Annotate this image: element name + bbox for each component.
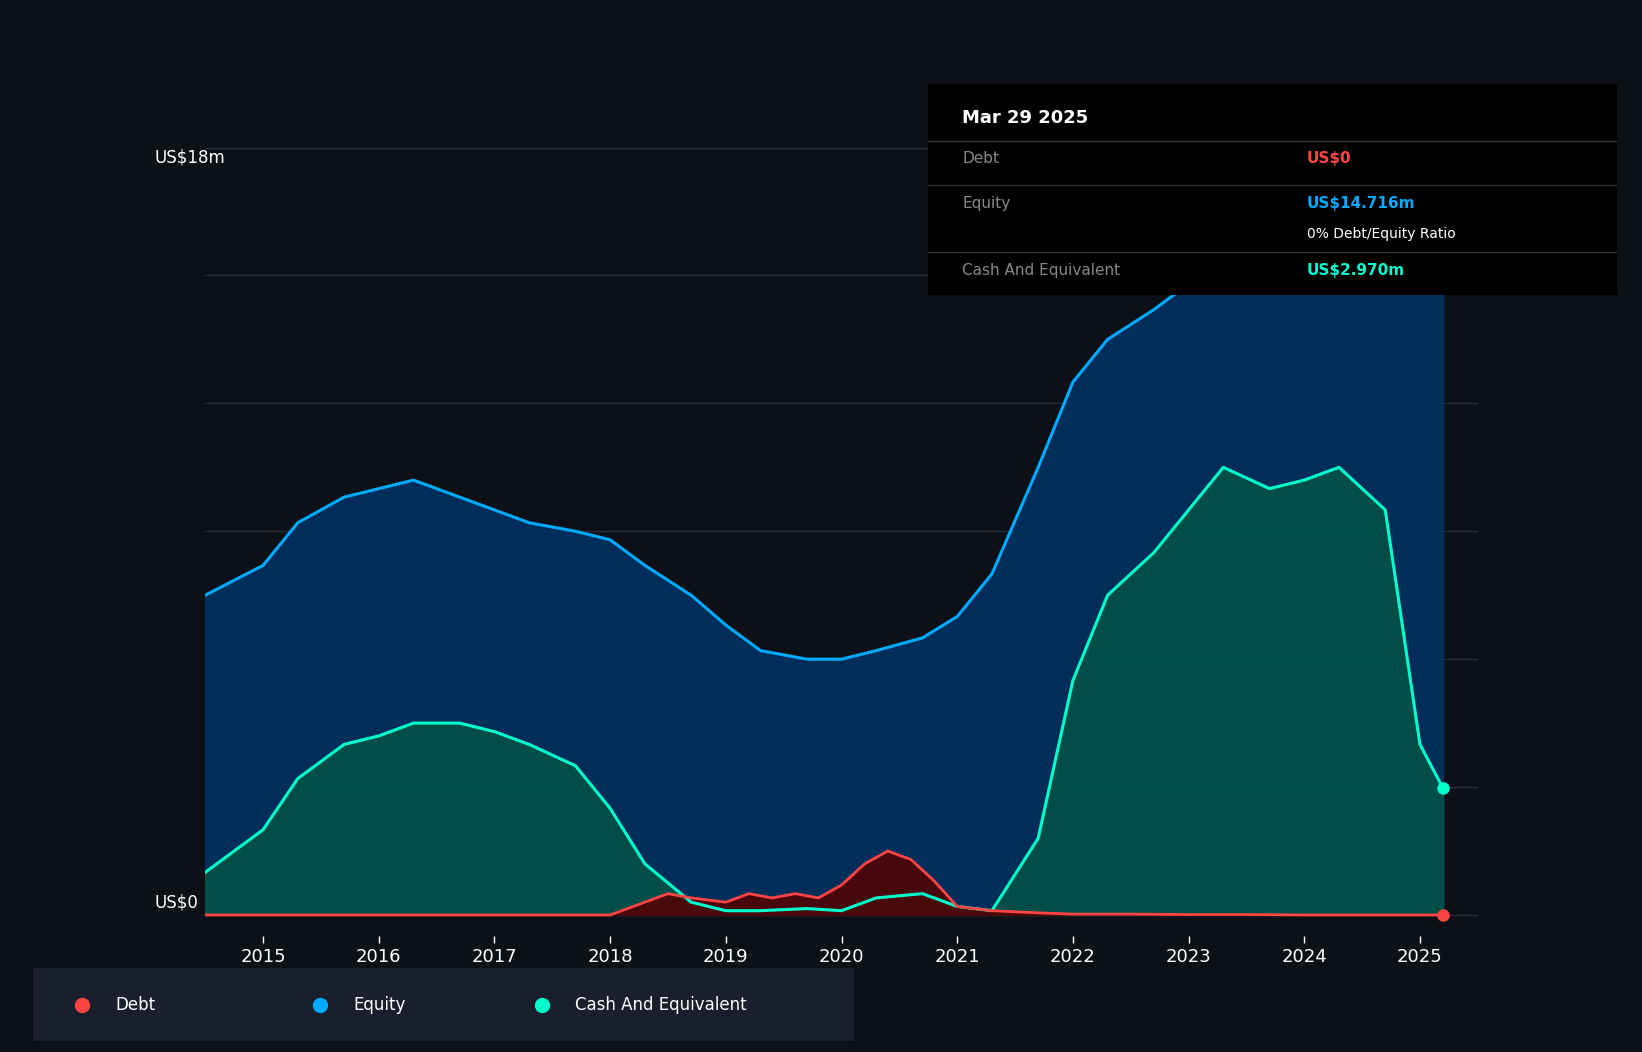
Text: US$18m: US$18m — [154, 148, 225, 166]
Text: Equity: Equity — [962, 196, 1010, 210]
Text: Cash And Equivalent: Cash And Equivalent — [575, 995, 747, 1014]
Text: Cash And Equivalent: Cash And Equivalent — [962, 263, 1120, 278]
Text: US$14.716m: US$14.716m — [1307, 196, 1415, 210]
Text: Debt: Debt — [115, 995, 154, 1014]
Text: US$0: US$0 — [154, 894, 199, 912]
Text: 0% Debt/Equity Ratio: 0% Debt/Equity Ratio — [1307, 227, 1456, 241]
Text: Equity: Equity — [353, 995, 406, 1014]
Text: Mar 29 2025: Mar 29 2025 — [962, 109, 1089, 127]
Text: US$0: US$0 — [1307, 151, 1351, 166]
Text: Debt: Debt — [962, 151, 1000, 166]
Text: US$2.970m: US$2.970m — [1307, 263, 1406, 278]
